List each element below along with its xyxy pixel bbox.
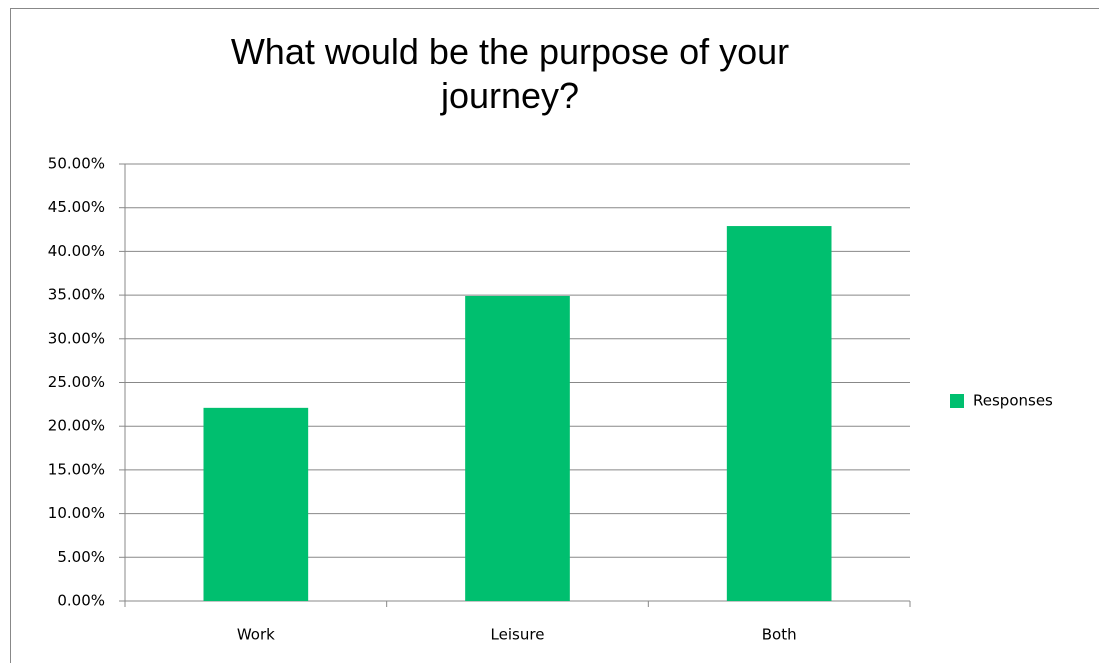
y-tick-label: 30.00%	[48, 329, 105, 347]
y-tick-label: 50.00%	[48, 155, 105, 173]
legend-label: Responses	[973, 392, 1053, 410]
y-tick-label: 0.00%	[57, 592, 105, 610]
legend-swatch	[950, 394, 964, 408]
y-tick-label: 45.00%	[48, 198, 105, 216]
y-tick-label: 25.00%	[48, 373, 105, 391]
y-tick-label: 15.00%	[48, 460, 105, 478]
bar	[203, 407, 309, 601]
x-tick-label: Both	[762, 626, 797, 644]
y-tick-label: 20.00%	[48, 417, 105, 435]
y-tick-label: 5.00%	[57, 548, 105, 566]
y-tick-label: 10.00%	[48, 504, 105, 522]
y-tick-label: 35.00%	[48, 286, 105, 304]
x-tick-label: Work	[237, 626, 275, 644]
bar	[726, 226, 832, 601]
x-tick-label: Leisure	[491, 626, 545, 644]
chart-title: What would be the purpose of your journe…	[230, 31, 790, 116]
y-tick-label: 40.00%	[48, 242, 105, 260]
chart-border	[10, 8, 1099, 663]
bar	[465, 295, 570, 601]
